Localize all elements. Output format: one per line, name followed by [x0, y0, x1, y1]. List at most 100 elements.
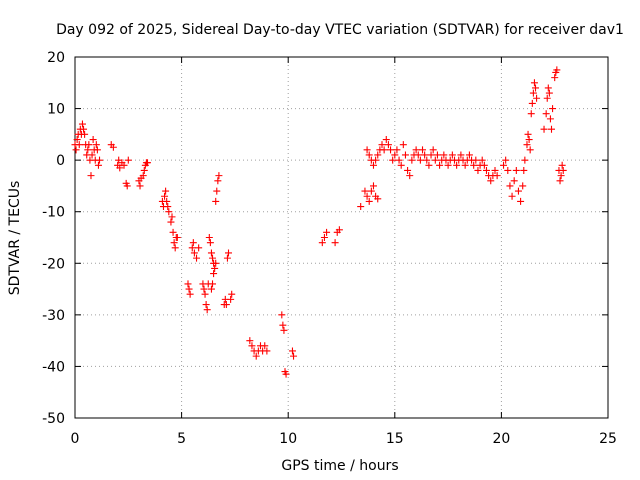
data-point	[506, 182, 514, 190]
data-point	[282, 370, 290, 378]
data-point	[436, 161, 444, 169]
data-point	[214, 177, 222, 185]
data-point	[222, 301, 230, 309]
data-point	[545, 89, 553, 97]
data-point	[461, 161, 469, 169]
data-point	[81, 130, 89, 138]
data-point	[387, 146, 395, 154]
data-point	[524, 130, 532, 138]
data-point	[416, 156, 424, 164]
data-point	[556, 177, 564, 185]
data-point	[171, 244, 179, 252]
data-point	[335, 226, 343, 234]
data-point	[521, 156, 529, 164]
data-point	[248, 342, 256, 350]
data-point	[367, 187, 375, 195]
data-point	[512, 166, 520, 174]
data-point	[380, 146, 388, 154]
data-point	[406, 172, 414, 180]
data-point	[167, 218, 175, 226]
y-tick-labels: -50 -40 -30 -20 -10 0 10 20	[42, 50, 65, 427]
data-point	[404, 166, 412, 174]
data-point	[421, 151, 429, 159]
data-point	[540, 125, 548, 133]
data-point	[374, 195, 382, 203]
data-point	[559, 166, 567, 174]
x-tick-label: 25	[599, 431, 617, 447]
plot-frame	[74, 56, 609, 419]
data-point	[123, 182, 131, 190]
data-point	[161, 192, 169, 200]
data-point	[94, 161, 102, 169]
data-point	[318, 239, 326, 247]
data-point	[530, 79, 538, 87]
data-point	[278, 311, 286, 319]
data-point	[184, 280, 192, 288]
data-point	[201, 290, 209, 298]
data-point	[399, 141, 407, 149]
data-point	[528, 99, 536, 107]
data-point	[391, 151, 399, 159]
data-point	[72, 146, 80, 154]
data-point	[246, 337, 254, 345]
data-point	[96, 156, 104, 164]
data-point	[433, 151, 441, 159]
data-point	[85, 141, 93, 149]
x-tick-labels: 0 5 10 15 20 25	[71, 431, 617, 447]
data-point	[162, 187, 170, 195]
data-point	[546, 115, 554, 123]
data-point	[465, 151, 473, 159]
data-point	[212, 259, 220, 267]
data-points	[71, 66, 567, 378]
data-point	[164, 203, 172, 211]
data-point	[378, 141, 386, 149]
data-point	[252, 352, 260, 360]
data-point	[427, 151, 435, 159]
x-tick-label: 20	[492, 431, 510, 447]
data-point	[227, 295, 235, 303]
data-point	[508, 192, 516, 200]
data-point	[474, 166, 482, 174]
y-tick-label: -10	[42, 205, 65, 221]
data-point	[532, 84, 540, 92]
data-point	[412, 146, 420, 154]
data-point	[510, 177, 518, 185]
data-point	[408, 156, 416, 164]
data-point	[384, 141, 392, 149]
data-point	[525, 136, 533, 144]
data-point	[207, 285, 215, 293]
y-tick-label: -50	[42, 411, 65, 427]
data-point	[212, 197, 220, 205]
data-point	[143, 159, 151, 167]
data-point	[209, 280, 217, 288]
data-point	[549, 105, 557, 113]
data-point	[73, 136, 81, 144]
data-point	[504, 166, 512, 174]
data-point	[440, 151, 448, 159]
data-point	[363, 146, 371, 154]
data-point	[480, 161, 488, 169]
x-axis-label: GPS time / hours	[281, 458, 398, 474]
y-tick-label: -20	[42, 256, 65, 272]
data-point	[211, 264, 219, 272]
data-point	[493, 172, 501, 180]
data-point	[365, 197, 373, 205]
y-tick-label: -40	[42, 359, 65, 375]
data-point	[502, 156, 510, 164]
data-point	[116, 164, 124, 172]
data-point	[553, 66, 561, 74]
data-point	[203, 306, 211, 314]
data-point	[523, 141, 531, 149]
data-point	[205, 234, 213, 241]
data-point	[453, 161, 461, 169]
data-point	[75, 141, 83, 149]
data-point	[163, 197, 171, 205]
data-point	[210, 270, 218, 278]
data-point	[87, 172, 95, 180]
data-point	[548, 125, 556, 133]
data-point	[517, 197, 525, 205]
data-point	[84, 146, 92, 154]
data-point	[109, 143, 117, 151]
data-point	[89, 136, 97, 144]
data-point	[165, 208, 173, 216]
